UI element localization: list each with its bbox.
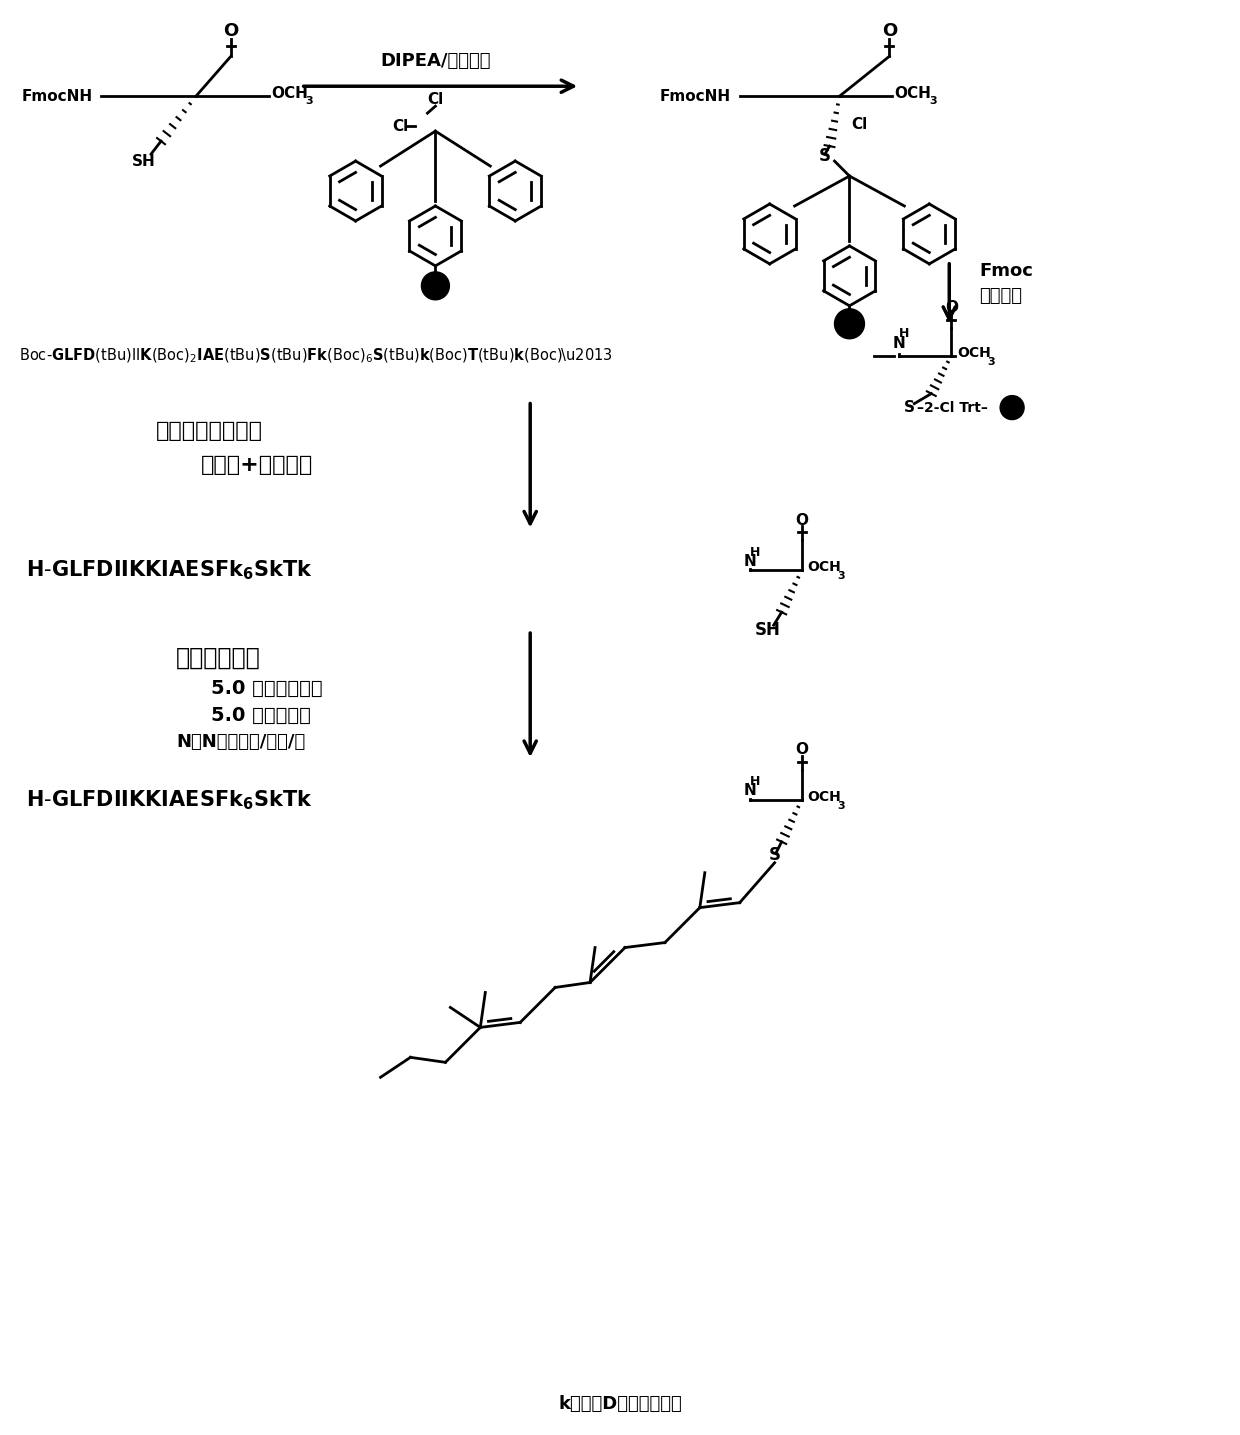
Text: Boc-$\mathbf{GLFD}$(tBu)II$\mathbf{K}$(Boc)$_2$$\mathbf{IAE}$(tBu)$\mathbf{S}$(t: Boc-$\mathbf{GLFD}$(tBu)II$\mathbf{K}$(B… bbox=[20, 346, 613, 364]
Text: 3: 3 bbox=[837, 801, 846, 811]
Text: FmocNH: FmocNH bbox=[660, 89, 732, 103]
Text: 三氯乙酸切割试剂: 三氯乙酸切割试剂 bbox=[156, 420, 263, 441]
Circle shape bbox=[422, 271, 449, 300]
Text: O: O bbox=[223, 23, 238, 40]
Text: N: N bbox=[743, 554, 756, 568]
Text: 3: 3 bbox=[837, 571, 846, 581]
Text: 固相合成: 固相合成 bbox=[980, 287, 1022, 304]
Text: H: H bbox=[749, 775, 760, 788]
Text: SH: SH bbox=[133, 154, 156, 168]
Circle shape bbox=[1001, 396, 1024, 419]
Text: DIPEA/二氯甲烷: DIPEA/二氯甲烷 bbox=[381, 52, 491, 70]
Circle shape bbox=[835, 309, 864, 339]
Text: O: O bbox=[945, 300, 957, 316]
Text: 3: 3 bbox=[929, 96, 937, 106]
Text: S: S bbox=[904, 400, 915, 415]
Text: N，N二甲酰胺/丁醇/水: N，N二甲酰胺/丁醇/水 bbox=[176, 733, 305, 751]
Text: OCH: OCH bbox=[270, 86, 308, 100]
Text: $\mathbf{H}$-$\mathbf{GLFDIIKKIAESFk_6SkTk}$: $\mathbf{H}$-$\mathbf{GLFDIIKKIAESFk_6Sk… bbox=[26, 788, 312, 812]
Text: 法尼基化反应: 法尼基化反应 bbox=[176, 646, 260, 670]
Text: O: O bbox=[882, 23, 897, 40]
Text: Cl: Cl bbox=[852, 116, 868, 132]
Text: OCH: OCH bbox=[894, 86, 931, 100]
Text: 5.0 当量醋酸锹: 5.0 当量醋酸锹 bbox=[211, 706, 311, 725]
Text: k指的是D构型的赖氨酸: k指的是D构型的赖氨酸 bbox=[558, 1395, 682, 1412]
Text: Cl: Cl bbox=[428, 92, 444, 106]
Text: 5.0 当量法尼基溨: 5.0 当量法尼基溨 bbox=[211, 679, 322, 697]
Text: OCH: OCH bbox=[957, 346, 991, 360]
Text: 3: 3 bbox=[987, 357, 994, 367]
Text: –2-Cl Trt–: –2-Cl Trt– bbox=[918, 400, 988, 415]
Text: O: O bbox=[795, 512, 808, 528]
Text: Cl: Cl bbox=[392, 119, 409, 133]
Text: （切肽+脱保护）: （切肽+脱保护） bbox=[201, 455, 314, 475]
Text: OCH: OCH bbox=[807, 560, 841, 574]
Text: H: H bbox=[899, 327, 910, 340]
Text: 3: 3 bbox=[306, 96, 314, 106]
Text: S: S bbox=[769, 845, 781, 864]
Text: $\mathbf{H}$-$\mathbf{GLFDIIKKIAESFk_6SkTk}$: $\mathbf{H}$-$\mathbf{GLFDIIKKIAESFk_6Sk… bbox=[26, 558, 312, 583]
Text: OCH: OCH bbox=[807, 789, 841, 804]
Text: Fmoc: Fmoc bbox=[980, 261, 1033, 280]
Text: S: S bbox=[818, 148, 831, 165]
Text: O: O bbox=[795, 742, 808, 758]
Text: N: N bbox=[893, 336, 905, 352]
Text: SH: SH bbox=[755, 621, 781, 639]
Text: N: N bbox=[743, 784, 756, 798]
Text: FmocNH: FmocNH bbox=[21, 89, 93, 103]
Text: H: H bbox=[749, 545, 760, 558]
